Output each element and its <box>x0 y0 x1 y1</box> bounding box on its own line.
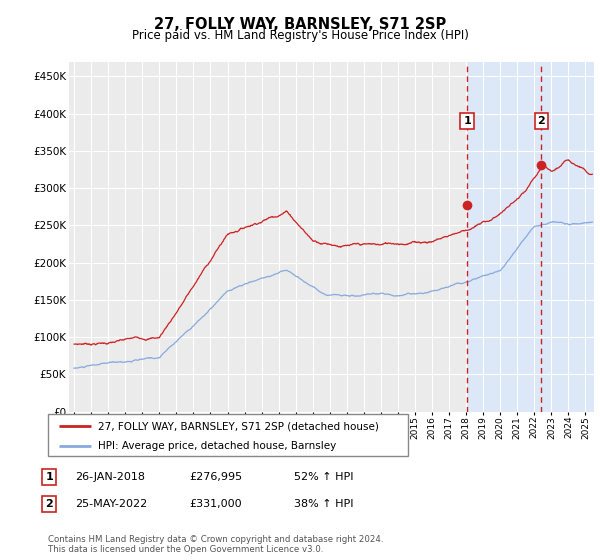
Text: HPI: Average price, detached house, Barnsley: HPI: Average price, detached house, Barn… <box>98 441 337 451</box>
Text: 2: 2 <box>46 499 53 509</box>
Bar <box>467 62 594 412</box>
FancyBboxPatch shape <box>48 414 408 456</box>
Text: 52% ↑ HPI: 52% ↑ HPI <box>294 472 353 482</box>
Text: £331,000: £331,000 <box>189 499 242 509</box>
Text: 1: 1 <box>46 472 53 482</box>
Text: 26-JAN-2018: 26-JAN-2018 <box>75 472 145 482</box>
Text: 2: 2 <box>538 116 545 126</box>
Text: Price paid vs. HM Land Registry's House Price Index (HPI): Price paid vs. HM Land Registry's House … <box>131 29 469 42</box>
Text: 27, FOLLY WAY, BARNSLEY, S71 2SP: 27, FOLLY WAY, BARNSLEY, S71 2SP <box>154 17 446 32</box>
Text: 27, FOLLY WAY, BARNSLEY, S71 2SP (detached house): 27, FOLLY WAY, BARNSLEY, S71 2SP (detach… <box>98 421 379 431</box>
Text: 1: 1 <box>463 116 471 126</box>
Text: 25-MAY-2022: 25-MAY-2022 <box>75 499 147 509</box>
Text: 38% ↑ HPI: 38% ↑ HPI <box>294 499 353 509</box>
Text: Contains HM Land Registry data © Crown copyright and database right 2024.
This d: Contains HM Land Registry data © Crown c… <box>48 535 383 554</box>
Text: £276,995: £276,995 <box>189 472 242 482</box>
